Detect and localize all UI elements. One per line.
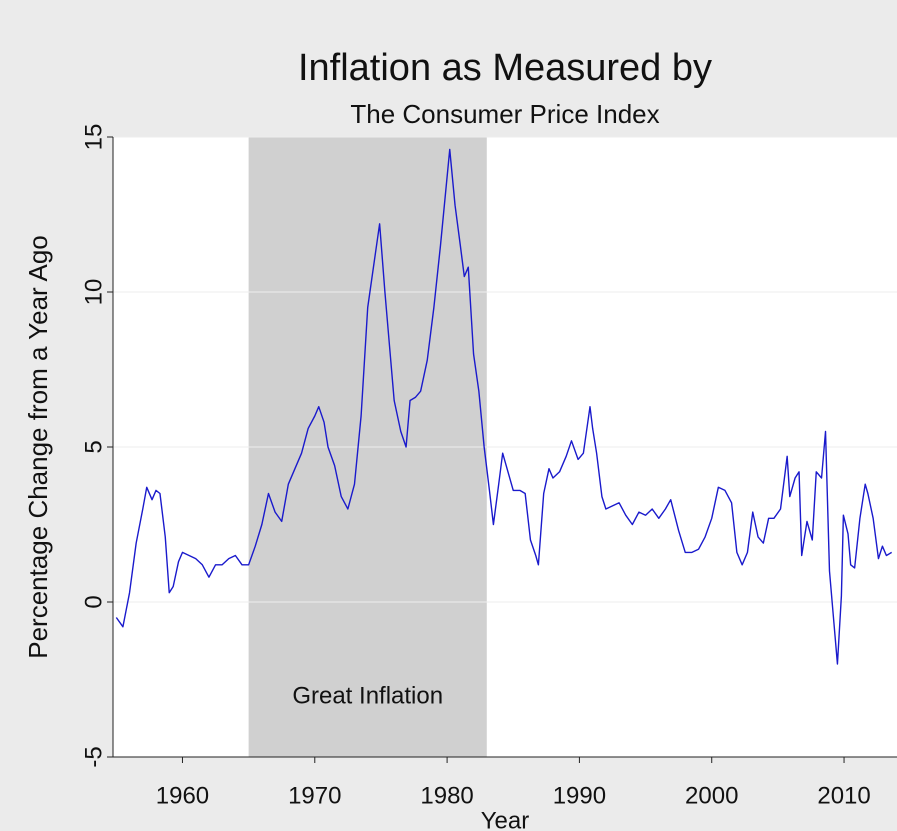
y-tick-label: 5	[80, 440, 107, 453]
y-axis-label: Percentage Change from a Year Ago	[23, 235, 53, 659]
region-label: Great Inflation	[292, 682, 443, 709]
y-tick-label: 15	[80, 124, 107, 151]
x-tick-label: 1970	[288, 782, 341, 809]
x-tick-label: 1980	[420, 782, 473, 809]
x-tick-label: 1960	[156, 782, 209, 809]
chart-subtitle: The Consumer Price Index	[350, 99, 659, 129]
inflation-line	[115, 148, 893, 665]
y-tick-label: -5	[80, 746, 107, 767]
x-tick-label: 2000	[685, 782, 738, 809]
x-axis-label: Year	[481, 807, 530, 831]
chart-title: Inflation as Measured by	[298, 47, 712, 89]
y-tick-label: 0	[80, 595, 107, 608]
y-tick-label: 10	[80, 279, 107, 306]
x-tick-label: 1990	[553, 782, 606, 809]
x-tick-label: 2010	[817, 782, 870, 809]
